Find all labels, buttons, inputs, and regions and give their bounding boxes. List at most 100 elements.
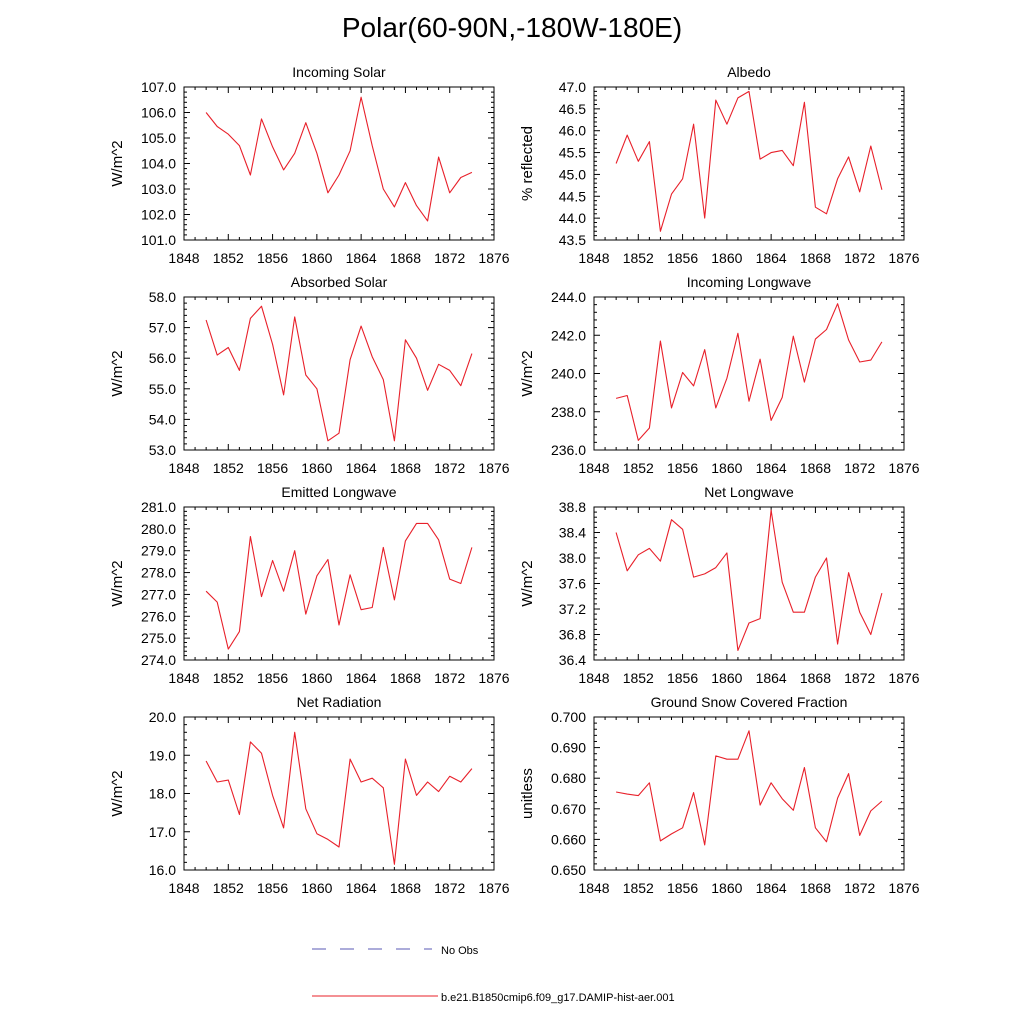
- x-tick-label: 1856: [257, 250, 288, 266]
- plot-frame: [183, 506, 495, 661]
- y-tick-label: 279.0: [141, 543, 176, 559]
- x-tick-label: 1860: [711, 460, 742, 476]
- y-tick-label: 54.0: [149, 411, 176, 427]
- x-tick-label: 1860: [301, 670, 332, 686]
- panel-6: 1848 1852 1856 1860 1864 1868 1872 1876 16.0 17.0…: [109, 694, 510, 896]
- y-axis-label: % reflected: [519, 126, 536, 201]
- y-axis-label: W/m^2: [109, 770, 126, 816]
- y-tick-label: 20.0: [149, 709, 176, 725]
- y-tick-label: 46.5: [559, 101, 586, 117]
- y-tick-label: 276.0: [141, 608, 176, 624]
- y-tick-label: 244.0: [551, 289, 586, 305]
- x-tick-label: 1864: [756, 880, 787, 896]
- x-tick-label: 1852: [623, 670, 654, 686]
- panel-3: 1848 1852 1856 1860 1864 1868 1872 1876 236.0 238…: [519, 274, 920, 476]
- x-tick-label: 1856: [667, 670, 698, 686]
- x-tick-label: 1864: [756, 460, 787, 476]
- y-axis-label: W/m^2: [519, 350, 536, 396]
- y-tick-label: 281.0: [141, 499, 176, 515]
- legend-label-no-obs: No Obs: [441, 945, 479, 957]
- y-tick-label: 45.5: [559, 145, 586, 161]
- x-tick-label: 1876: [478, 250, 509, 266]
- y-tick-label: 238.0: [551, 404, 586, 420]
- panel-1: 1848 1852 1856 1860 1864 1868 1872 1876 43.5 44.0…: [519, 64, 920, 266]
- y-tick-label: 275.0: [141, 630, 176, 646]
- panel-0: 1848 1852 1856 1860 1864 1868 1872 1876 101.0 102…: [109, 64, 510, 266]
- x-tick-label: 1860: [301, 460, 332, 476]
- y-tick-label: 277.0: [141, 586, 176, 602]
- x-tick-label: 1872: [434, 460, 465, 476]
- x-tick-label: 1852: [623, 460, 654, 476]
- series-line: [205, 305, 473, 442]
- y-tick-label: 104.0: [141, 156, 176, 172]
- x-tick-label: 1856: [257, 880, 288, 896]
- series-line: [615, 509, 883, 651]
- y-tick-label: 0.670: [551, 801, 586, 817]
- x-tick-label: 1852: [623, 250, 654, 266]
- series-line: [615, 90, 883, 232]
- x-tick-label: 1872: [434, 670, 465, 686]
- y-tick-label: 0.650: [551, 862, 586, 878]
- y-tick-label: 278.0: [141, 565, 176, 581]
- legend-label-model: b.e21.B1850cmip6.f09_g17.DAMIP-hist-aer.…: [441, 992, 675, 1004]
- y-tick-label: 46.0: [559, 123, 586, 139]
- x-tick-label: 1848: [168, 880, 199, 896]
- legend: No Obs b.e21.B1850cmip6.f09_g17.DAMIP-his…: [312, 945, 675, 1004]
- panel-4: 1848 1852 1856 1860 1864 1868 1872 1876 274.0 275…: [109, 484, 510, 686]
- panel-title: Incoming Solar: [292, 64, 386, 80]
- plot-frame: [593, 506, 905, 661]
- y-tick-label: 17.0: [149, 824, 176, 840]
- y-tick-label: 44.5: [559, 188, 586, 204]
- y-tick-label: 280.0: [141, 521, 176, 537]
- y-tick-label: 47.0: [559, 79, 586, 95]
- x-tick-label: 1848: [578, 250, 609, 266]
- y-tick-label: 242.0: [551, 327, 586, 343]
- panel-title: Absorbed Solar: [291, 274, 388, 290]
- x-tick-label: 1872: [844, 250, 875, 266]
- x-tick-label: 1856: [667, 460, 698, 476]
- panel-title: Incoming Longwave: [687, 274, 812, 290]
- x-tick-label: 1864: [346, 880, 377, 896]
- x-tick-label: 1864: [346, 460, 377, 476]
- y-axis-label: W/m^2: [519, 560, 536, 606]
- y-tick-label: 101.0: [141, 232, 176, 248]
- x-tick-label: 1864: [346, 250, 377, 266]
- x-tick-label: 1872: [844, 460, 875, 476]
- x-tick-label: 1868: [800, 250, 831, 266]
- x-tick-label: 1872: [434, 250, 465, 266]
- x-tick-label: 1852: [213, 460, 244, 476]
- x-tick-label: 1848: [578, 880, 609, 896]
- x-tick-label: 1876: [888, 880, 919, 896]
- x-tick-label: 1848: [578, 460, 609, 476]
- x-tick-label: 1848: [168, 460, 199, 476]
- x-tick-label: 1860: [301, 250, 332, 266]
- panel-title: Emitted Longwave: [281, 484, 396, 500]
- y-tick-label: 58.0: [149, 289, 176, 305]
- y-tick-label: 37.2: [559, 601, 586, 617]
- x-tick-label: 1872: [844, 670, 875, 686]
- series-line: [205, 731, 473, 865]
- y-axis-label: W/m^2: [109, 350, 126, 396]
- x-tick-label: 1848: [168, 670, 199, 686]
- y-tick-label: 274.0: [141, 652, 176, 668]
- x-tick-label: 1856: [257, 670, 288, 686]
- x-tick-label: 1868: [800, 670, 831, 686]
- x-tick-label: 1876: [888, 460, 919, 476]
- panel-title: Albedo: [727, 64, 771, 80]
- x-tick-label: 1860: [711, 880, 742, 896]
- x-tick-label: 1860: [711, 670, 742, 686]
- y-tick-label: 38.4: [559, 525, 586, 541]
- x-tick-label: 1872: [434, 880, 465, 896]
- y-tick-label: 0.680: [551, 770, 586, 786]
- y-tick-label: 38.0: [559, 550, 586, 566]
- x-tick-label: 1868: [800, 460, 831, 476]
- x-tick-label: 1876: [478, 880, 509, 896]
- x-tick-label: 1848: [578, 670, 609, 686]
- y-tick-label: 56.0: [149, 350, 176, 366]
- y-tick-label: 16.0: [149, 862, 176, 878]
- panel-title: Ground Snow Covered Fraction: [651, 694, 848, 710]
- y-tick-label: 45.0: [559, 166, 586, 182]
- y-tick-label: 38.8: [559, 499, 586, 515]
- panel-7: 1848 1852 1856 1860 1864 1868 1872 1876 0.650 0.6…: [519, 694, 920, 896]
- x-tick-label: 1868: [390, 460, 421, 476]
